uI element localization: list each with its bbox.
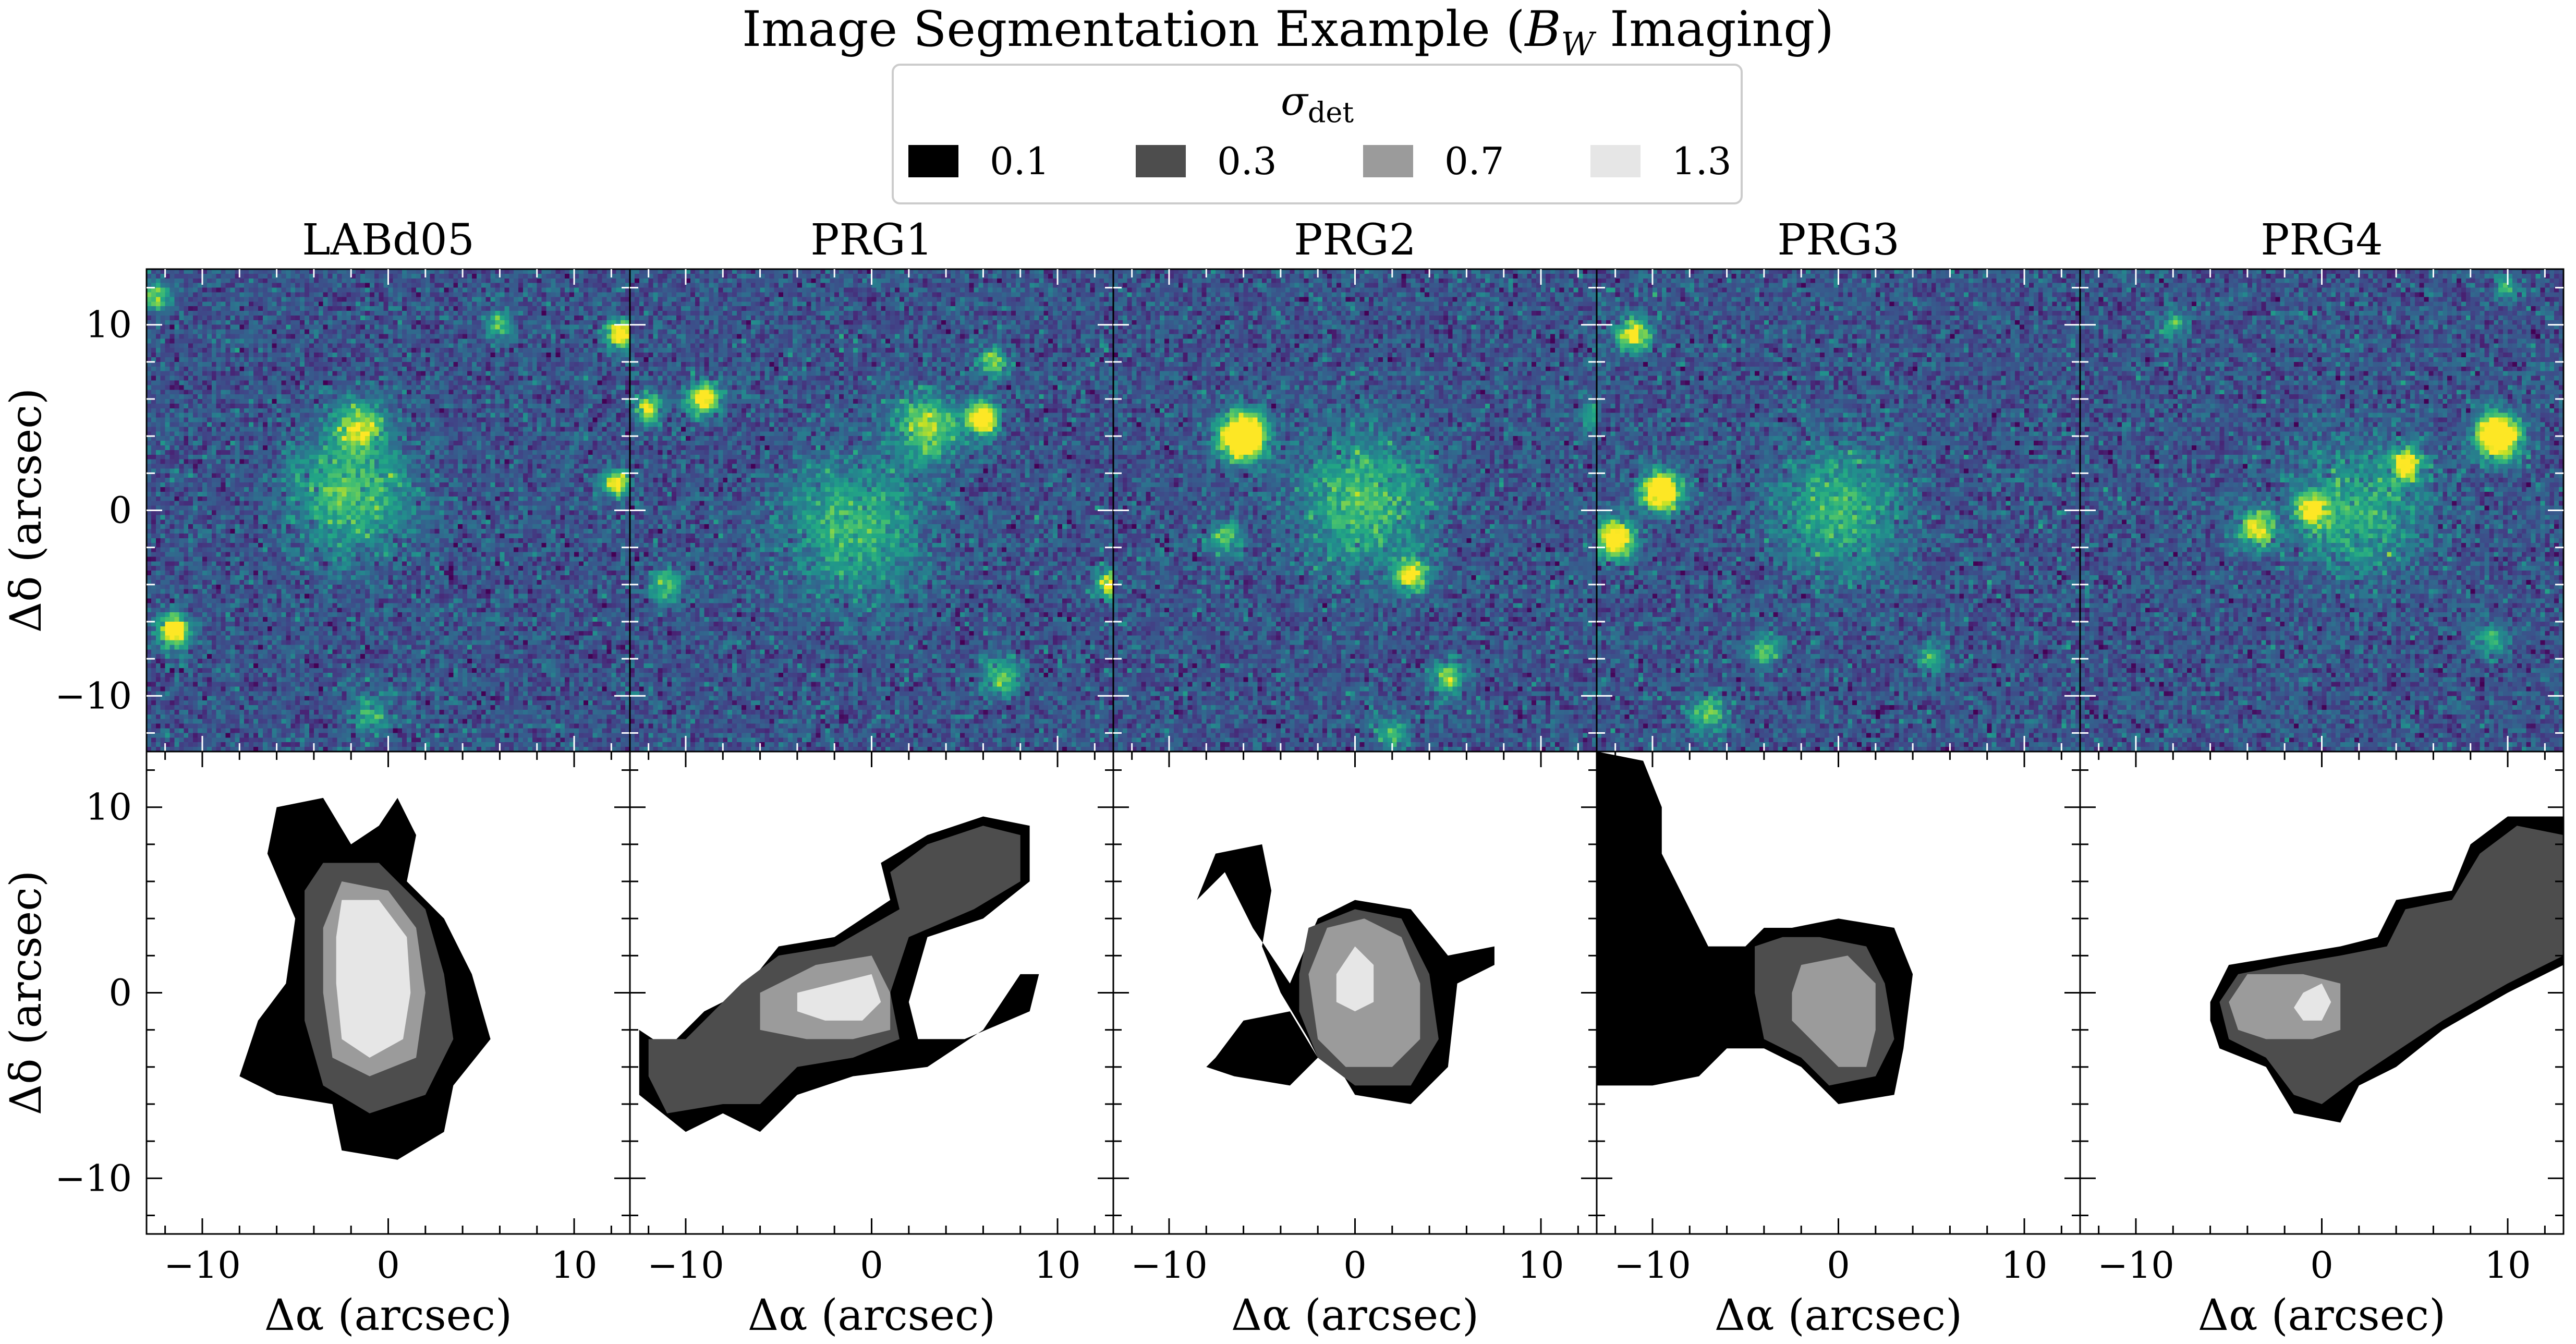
prg1-image-map — [630, 269, 1113, 752]
x-axis-label: Δα (arcsec) — [748, 1291, 995, 1340]
figure-title: Image Segmentation Example (BW Imaging) — [742, 1, 1834, 63]
legend-label-0.3: 0.3 — [1217, 139, 1277, 183]
panel-title-prg4: PRG4 — [2261, 215, 2383, 265]
y-tick-label: 0 — [108, 489, 132, 532]
legend-title: σdet — [1281, 78, 1354, 129]
x-tick-label: 0 — [1827, 1244, 1850, 1287]
x-tick-label: −10 — [164, 1244, 241, 1287]
prg2-image-panel: PRG2 — [1112, 215, 1598, 753]
prg1-segment-1.3 — [797, 974, 881, 1021]
panel-title-prg3: PRG3 — [1777, 215, 1900, 265]
x-tick-label: 0 — [1343, 1244, 1367, 1287]
prg2-segment-1.3 — [1336, 946, 1374, 1012]
x-axis-label: Δα (arcsec) — [2198, 1291, 2446, 1340]
prg3-segmentation-panel: −10 0 10 Δα (arcsec) — [1596, 750, 2081, 1340]
prg1-segmentation-panel: −10 0 10 Δα (arcsec) — [629, 750, 1114, 1340]
x-axis-label: Δα (arcsec) — [264, 1291, 512, 1340]
y-axis-label: Δδ (arcsec) — [2, 388, 51, 633]
x-tick-label: 10 — [1034, 1244, 1080, 1287]
legend-swatch-0.7 — [1363, 145, 1413, 177]
prg4-image-map — [2080, 269, 2563, 752]
legend-label-0.7: 0.7 — [1444, 139, 1504, 183]
x-tick-label: 0 — [860, 1244, 883, 1287]
legend-swatch-1.3 — [1590, 145, 1641, 177]
x-axis-label: Δα (arcsec) — [1715, 1291, 1962, 1340]
prg4-image-panel: PRG4 — [2079, 215, 2565, 753]
x-tick-label: 10 — [551, 1244, 597, 1287]
x-tick-label: 10 — [2001, 1244, 2047, 1287]
y-tick-label: 0 — [108, 972, 132, 1014]
labd05-segment-1.3 — [336, 900, 411, 1058]
prg4-segmentation-panel: −10 0 10 Δα (arcsec) — [2079, 750, 2565, 1340]
panel-title-labd05: LABd05 — [302, 215, 475, 265]
prg1-image-panel: PRG1 — [629, 215, 1114, 753]
legend-label-1.3: 1.3 — [1672, 139, 1732, 183]
prg2-segmentation-panel: −10 0 10 Δα (arcsec) — [1112, 750, 1598, 1340]
panel-title-prg2: PRG2 — [1294, 215, 1416, 265]
x-tick-label: −10 — [2097, 1244, 2174, 1287]
x-tick-label: −10 — [1131, 1244, 1208, 1287]
x-tick-label: −10 — [1614, 1244, 1691, 1287]
prg3-image-panel: PRG3 — [1596, 215, 2081, 753]
x-tick-label: 10 — [1517, 1244, 1564, 1287]
y-tick-label: −10 — [55, 674, 132, 717]
x-tick-label: 10 — [2484, 1244, 2531, 1287]
prg3-segment-0.7 — [1792, 955, 1876, 1067]
legend-swatch-0.3 — [1136, 145, 1186, 177]
legend-frame — [892, 64, 1743, 204]
y-tick-label: 10 — [86, 304, 132, 346]
y-axis-label: Δδ (arcsec) — [2, 870, 51, 1115]
legend-swatch-0.1 — [908, 145, 958, 177]
legend: σdet 0.1 0.3 0.7 1.3 — [892, 64, 1743, 204]
prg4-segment-1.3 — [2294, 983, 2331, 1021]
y-tick-label: 10 — [86, 786, 132, 829]
x-tick-label: −10 — [647, 1244, 724, 1287]
x-tick-label: 0 — [376, 1244, 400, 1287]
prg2-image-map — [1113, 269, 1597, 752]
labd05-image-map — [147, 269, 630, 752]
labd05-image-panel: −10 0 10 Δδ (arcsec) LABd05 — [2, 215, 631, 753]
y-tick-label: −10 — [55, 1157, 132, 1200]
panel-title-prg1: PRG1 — [810, 215, 933, 265]
prg3-image-map — [1597, 269, 2080, 752]
legend-label-0.1: 0.1 — [990, 139, 1050, 183]
x-tick-label: 0 — [2310, 1244, 2334, 1287]
x-axis-label: Δα (arcsec) — [1231, 1291, 1479, 1340]
